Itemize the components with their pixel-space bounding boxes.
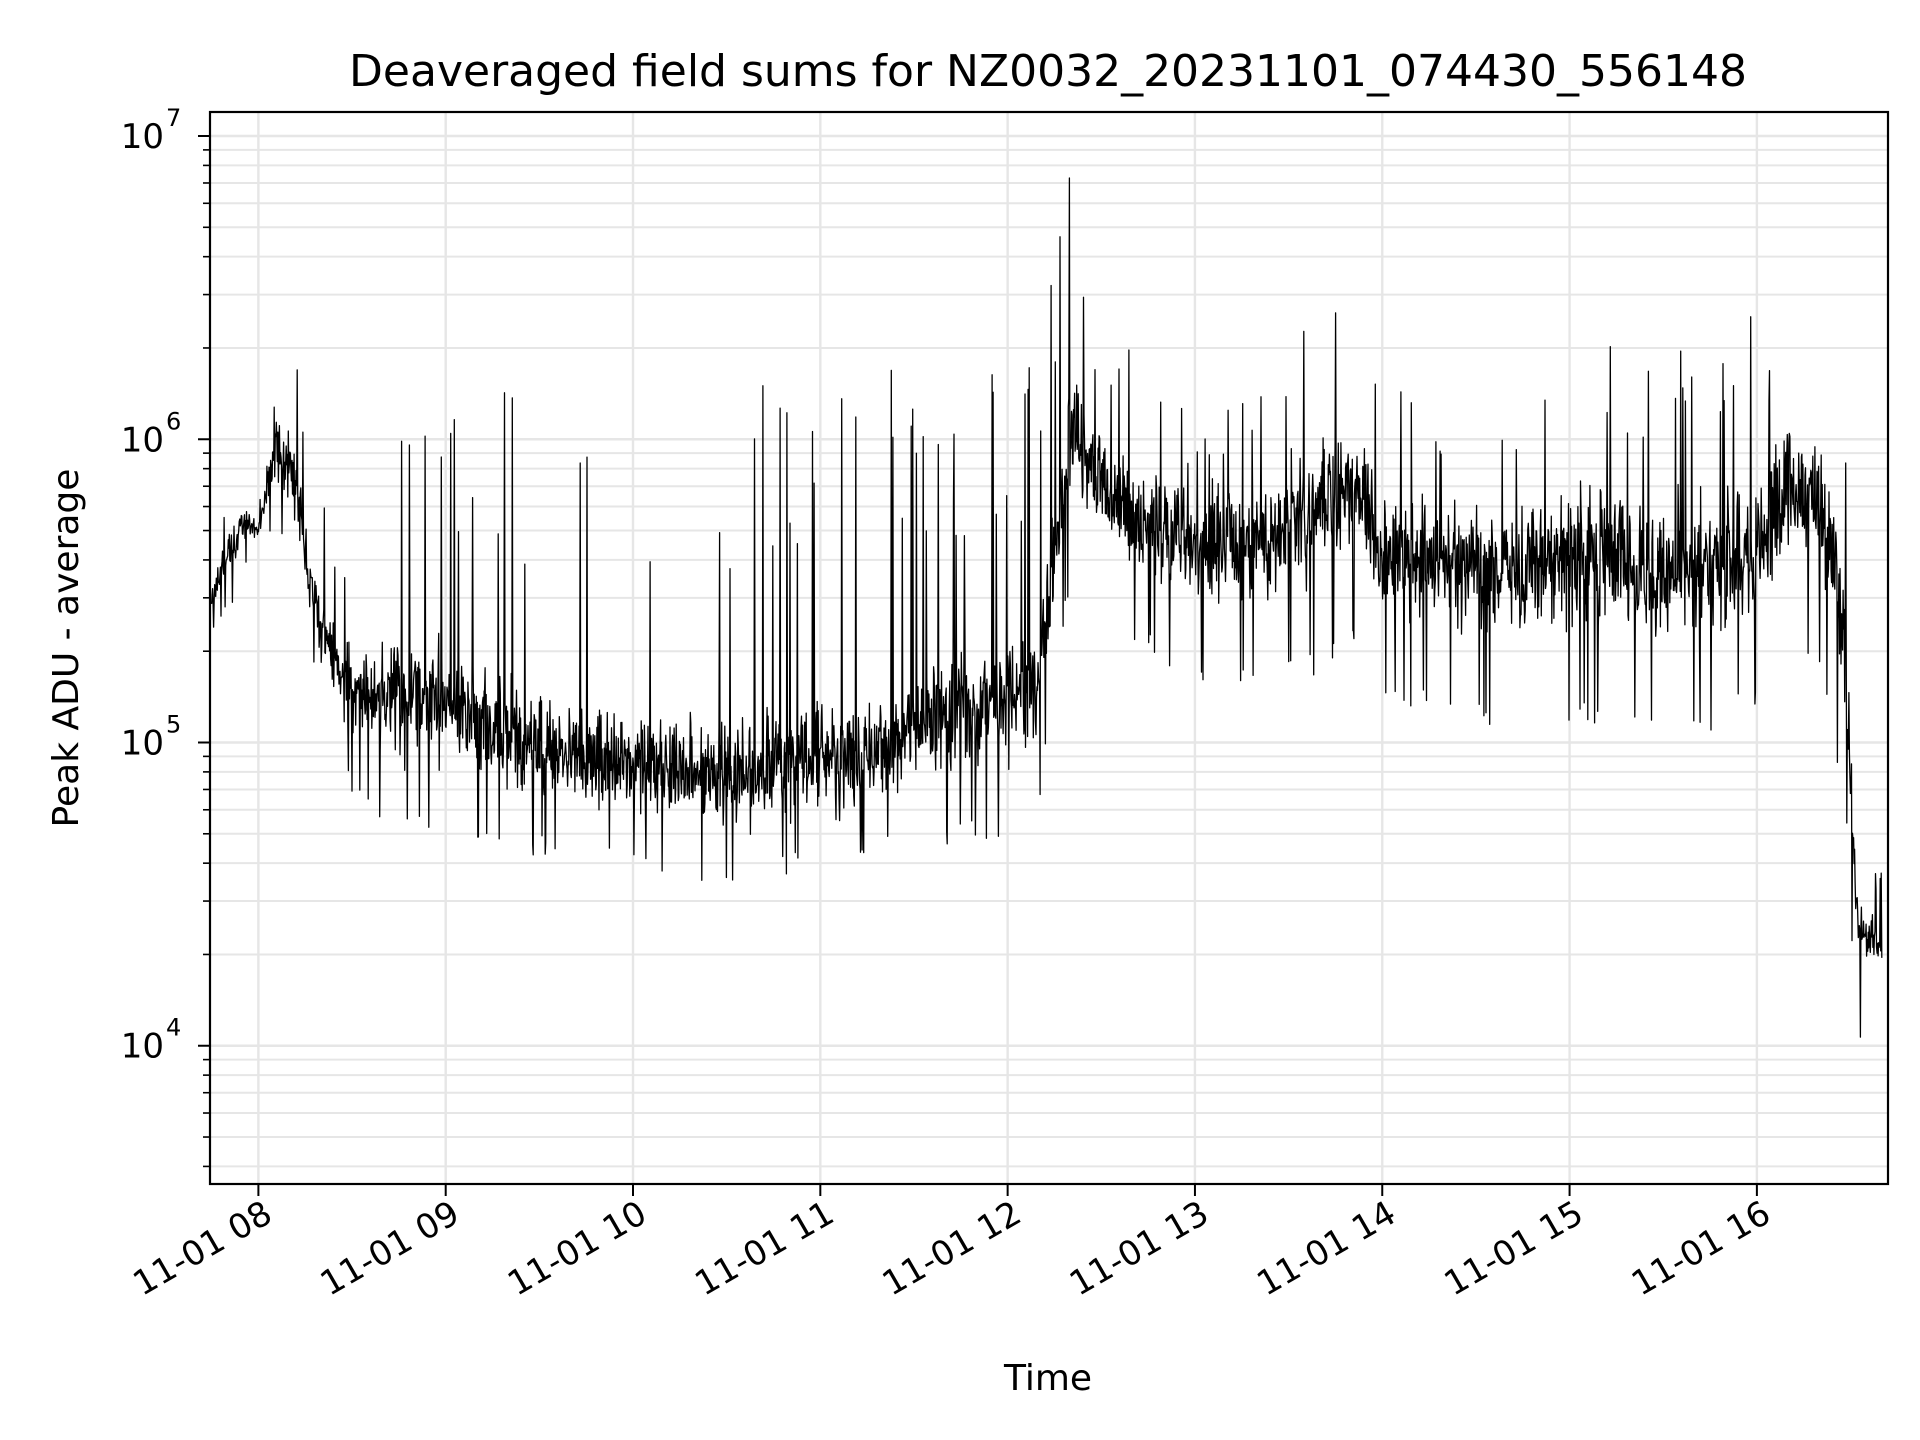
x-tick-label: 11-01 11 <box>688 1193 840 1304</box>
y-tick-exponent: 6 <box>166 407 181 435</box>
x-tick-label: 11-01 13 <box>1063 1193 1215 1304</box>
series-line <box>210 177 1883 1038</box>
y-tick-label: 10 <box>121 117 164 157</box>
x-tick-label: 11-01 10 <box>501 1193 653 1304</box>
y-tick-label: 10 <box>121 420 164 460</box>
x-axis: 11-01 08 11-01 09 11-01 10 11-01 11 11-01 12… <box>126 1184 1777 1304</box>
x-axis-label: Time <box>1003 1358 1092 1399</box>
y-tick-exponent: 5 <box>166 710 181 738</box>
x-tick-label: 11-01 09 <box>314 1193 466 1304</box>
x-tick-label: 11-01 15 <box>1438 1193 1590 1304</box>
y-tick-label: 10 <box>121 723 164 763</box>
y-axis-label: Peak ADU - average <box>46 469 87 828</box>
chart-title: Deaveraged field sums for NZ0032_2023110… <box>349 46 1747 97</box>
grid <box>210 112 1888 1184</box>
y-tick-label: 10 <box>121 1027 164 1067</box>
x-tick-label: 11-01 16 <box>1625 1193 1777 1304</box>
y-tick-exponent: 7 <box>166 104 181 132</box>
x-tick-label: 11-01 12 <box>876 1193 1028 1304</box>
x-tick-label: 11-01 14 <box>1250 1193 1402 1304</box>
x-tick-label: 11-01 08 <box>126 1193 278 1304</box>
y-tick-exponent: 4 <box>166 1014 181 1042</box>
plot-area-frame <box>208 110 1890 1186</box>
data-series <box>210 177 1883 1038</box>
